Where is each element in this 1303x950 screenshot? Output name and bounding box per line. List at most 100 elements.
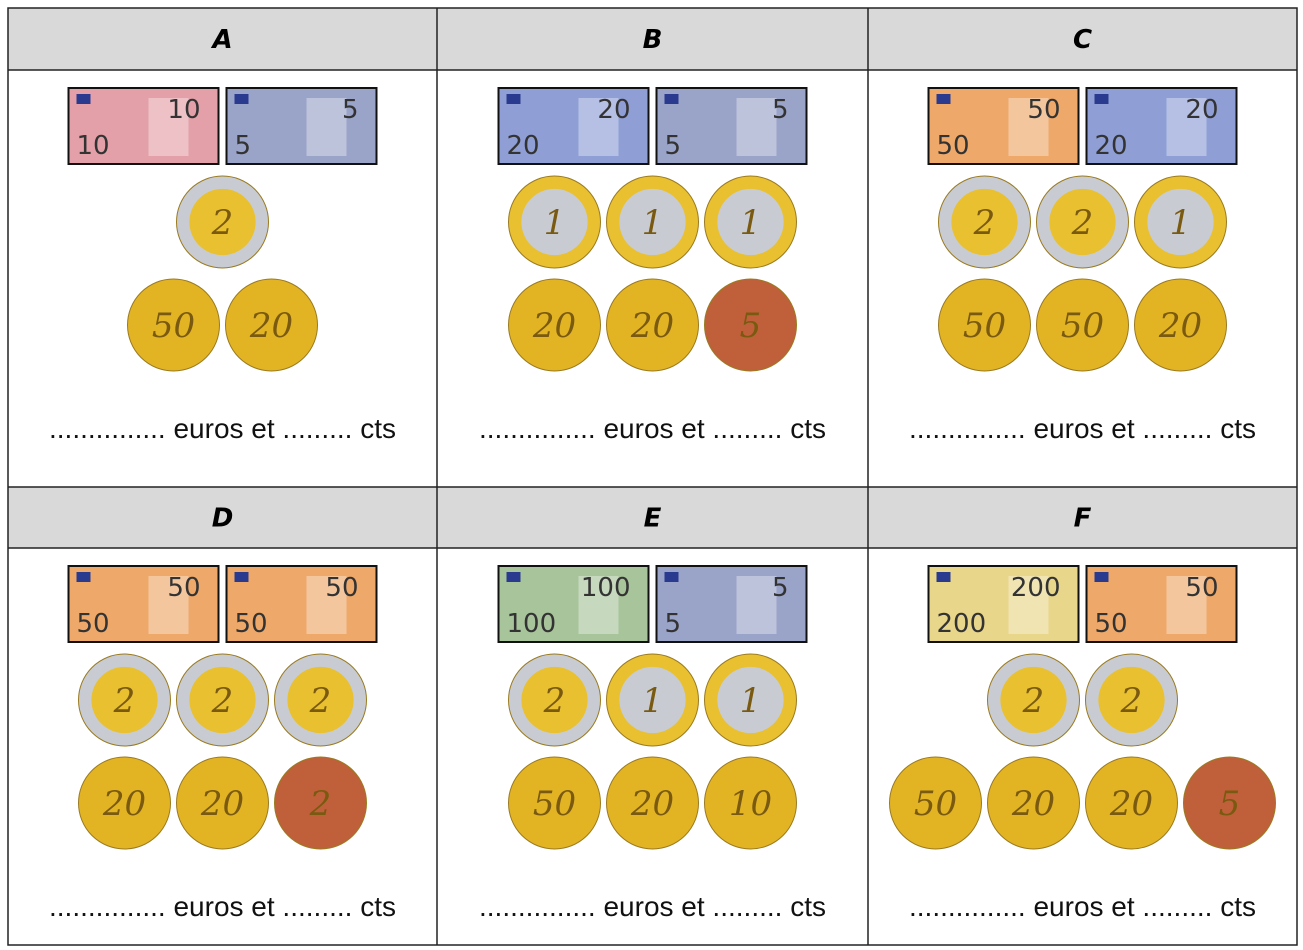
- coin-center: [91, 666, 158, 734]
- banknote-flag: [76, 94, 91, 104]
- banknote-body: [497, 87, 650, 165]
- coin-center: [717, 666, 784, 734]
- banknote-window: [1008, 576, 1049, 634]
- coin-label: 20: [1158, 306, 1202, 346]
- coin-label: 50: [152, 306, 195, 346]
- coin: 1: [606, 175, 699, 269]
- coin-label: 2: [1022, 681, 1045, 721]
- coin-label: 2: [211, 681, 234, 721]
- banknote: 50 50: [67, 565, 220, 643]
- cell-letter: E: [644, 504, 662, 534]
- coin-label: 20: [1011, 784, 1055, 824]
- banknote-label: 50: [167, 573, 200, 603]
- coin: 50: [889, 756, 982, 850]
- banknote-body: [927, 565, 1080, 643]
- coin-center: [619, 769, 686, 837]
- banknote: 100 100: [497, 565, 650, 643]
- coin-center: [1049, 188, 1116, 256]
- coin: 1: [704, 175, 797, 269]
- coin-center: [189, 769, 256, 837]
- coin: 1: [1134, 175, 1227, 269]
- banknote-label-small: 200: [937, 609, 987, 639]
- coin-center: [521, 291, 588, 359]
- banknote: 55: [655, 565, 808, 643]
- banknote-flag: [1094, 572, 1109, 582]
- banknote-body: [927, 87, 1080, 165]
- coin-label: 1: [740, 681, 762, 721]
- coin: 50: [508, 756, 601, 850]
- banknote-label: 20: [1185, 95, 1218, 125]
- coin-label: 1: [642, 681, 664, 721]
- banknote-label: 5: [772, 95, 789, 125]
- banknote-label: 10: [167, 95, 200, 125]
- banknote-window: [736, 98, 777, 156]
- banknote-window: [1166, 576, 1207, 634]
- coin-label: 2: [973, 203, 996, 243]
- coin: 5: [1183, 756, 1276, 850]
- cell-letter: C: [1073, 25, 1092, 55]
- banknote-label-small: 5: [665, 131, 682, 161]
- coin-label: 1: [642, 203, 664, 243]
- banknote-label-small: 5: [665, 609, 682, 639]
- coin-label: 20: [532, 306, 576, 346]
- banknote-label-small: 100: [507, 609, 557, 639]
- coin-center: [521, 188, 588, 256]
- banknote-label-small: 50: [235, 609, 268, 639]
- coin-label: 20: [630, 306, 674, 346]
- coin-label: 20: [102, 784, 146, 824]
- banknote-label-small: 20: [507, 131, 540, 161]
- coin: 10: [704, 756, 797, 850]
- coin: 2: [176, 653, 269, 747]
- banknote-label: 200: [1011, 573, 1061, 603]
- banknote-window: [306, 98, 347, 156]
- banknote-window: [578, 98, 619, 156]
- coin: 2: [1036, 175, 1129, 269]
- cell-letter: A: [210, 25, 232, 55]
- coin: 20: [78, 756, 171, 850]
- coin-center: [619, 666, 686, 734]
- coin: 20: [176, 756, 269, 850]
- header-band: [8, 8, 1297, 70]
- coin-center: [1196, 769, 1263, 837]
- coin-label: 20: [249, 306, 293, 346]
- coin-center: [717, 188, 784, 256]
- coin: 1: [606, 653, 699, 747]
- banknote-window: [148, 576, 189, 634]
- banknote-flag: [664, 572, 679, 582]
- coin-center: [717, 769, 784, 837]
- banknote-flag: [76, 572, 91, 582]
- coin-center: [717, 291, 784, 359]
- banknote-window: [306, 576, 347, 634]
- banknote-label-small: 50: [937, 131, 970, 161]
- banknote-body: [655, 87, 808, 165]
- answer-line: ............... euros et ......... cts: [909, 413, 1256, 444]
- coin-center: [1000, 666, 1067, 734]
- banknote-label-small: 20: [1095, 131, 1128, 161]
- banknote-flag: [936, 94, 951, 104]
- banknote-window: [736, 576, 777, 634]
- banknote-label-small: 10: [77, 131, 110, 161]
- coin: 20: [225, 278, 318, 372]
- coin-label: 20: [1109, 784, 1153, 824]
- coin-center: [951, 188, 1018, 256]
- coin-center: [619, 188, 686, 256]
- coin-center: [619, 291, 686, 359]
- answer-line: ............... euros et ......... cts: [909, 891, 1256, 922]
- banknote-flag: [936, 572, 951, 582]
- banknote-window: [578, 576, 619, 634]
- coin-center: [91, 769, 158, 837]
- coin-label: 20: [200, 784, 244, 824]
- coin-label: 50: [1061, 306, 1104, 346]
- banknote-body: [497, 565, 650, 643]
- coin: 20: [987, 756, 1080, 850]
- banknote-body: [225, 87, 378, 165]
- coin-center: [951, 291, 1018, 359]
- coin: 2: [78, 653, 171, 747]
- banknote-flag: [234, 94, 249, 104]
- banknote-label: 50: [325, 573, 358, 603]
- answer-line: ............... euros et ......... cts: [479, 413, 826, 444]
- banknote-label-small: 50: [1095, 609, 1128, 639]
